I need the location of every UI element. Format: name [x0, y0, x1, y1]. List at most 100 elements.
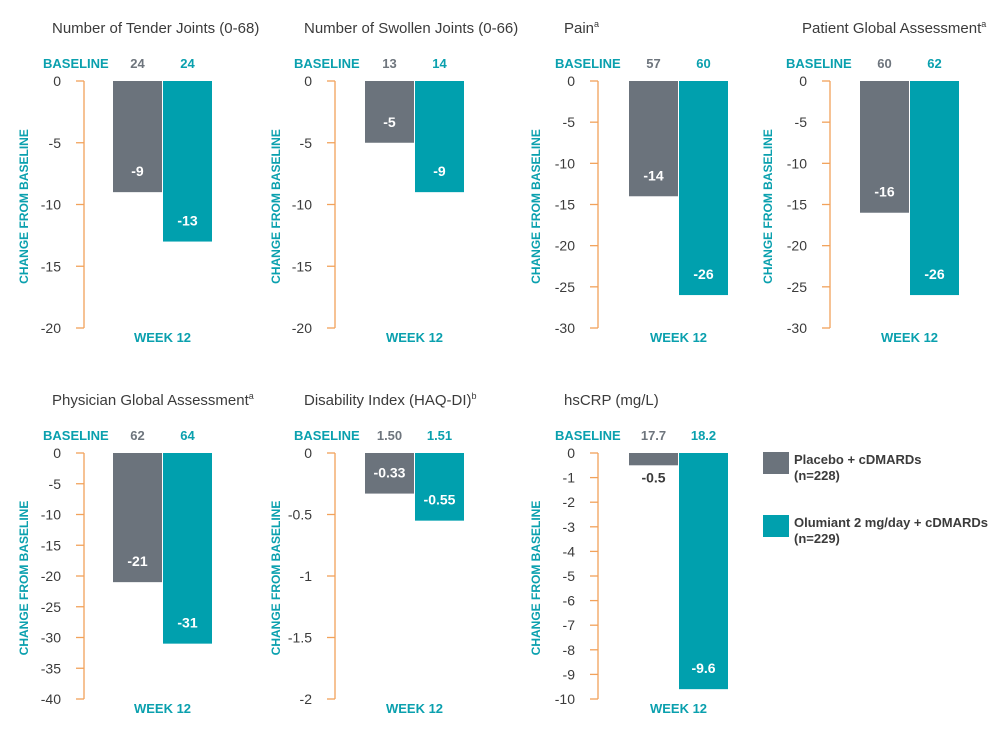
- panel-7-x-label: WEEK 12: [650, 701, 707, 716]
- panel-1-value-label-placebo: -9: [131, 163, 144, 179]
- panel-6-y-axis-title: CHANGE FROM BASELINE: [269, 501, 283, 656]
- panel-5-tick-label-6: -30: [41, 630, 61, 646]
- panel-1-baseline-olumiant: 24: [180, 56, 195, 71]
- panel-3-bar-olumiant: [679, 81, 728, 296]
- panel-7-tick-label-9: -9: [563, 666, 576, 682]
- panel-7-tick-label-3: -3: [563, 519, 576, 535]
- panel-6-baseline-placebo: 1.50: [377, 428, 402, 443]
- panel-4-baseline-placebo: 60: [877, 56, 891, 71]
- panel-2-bar-placebo: [365, 81, 414, 143]
- panel-4-x-label: WEEK 12: [881, 330, 938, 345]
- panel-5-y-axis-title: CHANGE FROM BASELINE: [17, 501, 31, 656]
- panel-6-tick-label-1: -0.5: [288, 507, 312, 523]
- panel-5-tick-label-0: 0: [53, 445, 61, 461]
- panel-3-tick-label-1: -5: [563, 114, 576, 130]
- panel-1-bar-olumiant: [163, 81, 212, 242]
- legend-swatch-placebo: [763, 452, 789, 474]
- panel-1-value-label-olumiant: -13: [177, 213, 197, 229]
- legend-sub-placebo: (n=228): [794, 468, 840, 483]
- panel-7-bar-olumiant: [679, 453, 728, 690]
- panel-1-baseline-label: BASELINE: [43, 56, 109, 71]
- panel-5-value-label-olumiant: -31: [177, 615, 197, 631]
- panel-7-y-axis-title: CHANGE FROM BASELINE: [529, 501, 543, 656]
- panel-6-baseline-label: BASELINE: [294, 428, 360, 443]
- panel-6-value-label-olumiant: -0.55: [424, 492, 456, 508]
- panel-1-title: Number of Tender Joints (0-68): [52, 20, 259, 37]
- panel-3-tick-label-6: -30: [555, 320, 575, 336]
- panel-4-bar-olumiant: [910, 81, 959, 296]
- panel-7-value-label-olumiant: -9.6: [691, 660, 715, 676]
- panel-7-tick-label-0: 0: [567, 445, 575, 461]
- panel-5-tick-label-8: -40: [41, 691, 61, 707]
- panel-3-baseline-placebo: 57: [646, 56, 660, 71]
- panel-7-tick-label-2: -2: [563, 494, 576, 510]
- panel-4-title-sup: a: [981, 19, 986, 29]
- panel-2-tick-label-3: -15: [292, 258, 312, 274]
- panel-4-tick-label-4: -20: [787, 238, 807, 254]
- legend-swatch-olumiant: [763, 515, 789, 537]
- panel-3-tick-label-2: -10: [555, 155, 575, 171]
- panel-5-tick-label-5: -25: [41, 599, 61, 615]
- panel-4-tick-label-0: 0: [799, 73, 807, 89]
- panel-5-bar-olumiant: [163, 453, 212, 644]
- panel-3-bar-placebo: [629, 81, 678, 197]
- panel-5-bar-placebo: [113, 453, 162, 583]
- panel-6-baseline-olumiant: 1.51: [427, 428, 452, 443]
- panel-6-bar-olumiant: [415, 453, 464, 521]
- panel-4-value-label-olumiant: -26: [924, 266, 944, 282]
- panel-3-tick-label-3: -15: [555, 197, 575, 213]
- panel-7-baseline-olumiant: 18.2: [691, 428, 716, 443]
- panel-7-tick-label-10: -10: [555, 691, 575, 707]
- legend-label-placebo: Placebo + cDMARDs: [794, 452, 922, 467]
- panel-5-tick-label-3: -15: [41, 537, 61, 553]
- panel-3-baseline-label: BASELINE: [555, 56, 621, 71]
- panel-7-baseline-placebo: 17.7: [641, 428, 666, 443]
- panel-2-baseline-olumiant: 14: [432, 56, 447, 71]
- panel-5-title: Physician Global Assessmenta: [52, 391, 254, 409]
- panel-1-baseline-placebo: 24: [130, 56, 145, 71]
- panel-2-baseline-placebo: 13: [382, 56, 396, 71]
- panel-5-baseline-placebo: 62: [130, 428, 144, 443]
- panel-5-tick-label-1: -5: [49, 476, 62, 492]
- panel-3-baseline-olumiant: 60: [696, 56, 710, 71]
- panel-6-tick-label-2: -1: [300, 568, 313, 584]
- panel-2-value-label-placebo: -5: [383, 114, 396, 130]
- panel-5-tick-label-2: -10: [41, 507, 61, 523]
- panel-4-bar-placebo: [860, 81, 909, 213]
- panel-4-baseline-olumiant: 62: [927, 56, 941, 71]
- panel-6-value-label-placebo: -0.33: [374, 465, 406, 481]
- panel-1-tick-label-4: -20: [41, 320, 61, 336]
- panel-1-tick-label-1: -5: [49, 135, 62, 151]
- panel-6-tick-label-0: 0: [304, 445, 312, 461]
- panel-3-y-axis-title: CHANGE FROM BASELINE: [529, 129, 543, 284]
- panel-6-x-label: WEEK 12: [386, 701, 443, 716]
- panel-5-baseline-label: BASELINE: [43, 428, 109, 443]
- panel-7-tick-label-4: -4: [563, 543, 576, 559]
- panel-2-bar-olumiant: [415, 81, 464, 193]
- legend-text-placebo: Placebo + cDMARDs (n=228): [794, 452, 922, 484]
- panel-5-title-sup: a: [249, 391, 254, 401]
- panel-4-title: Patient Global Assessmenta: [802, 19, 986, 37]
- panel-1-bar-placebo: [113, 81, 162, 193]
- panel-4-y-axis-title: CHANGE FROM BASELINE: [761, 129, 775, 284]
- panel-2-baseline-label: BASELINE: [294, 56, 360, 71]
- panel-2-value-label-olumiant: -9: [433, 163, 446, 179]
- panel-5-baseline-olumiant: 64: [180, 428, 195, 443]
- panel-7-baseline-label: BASELINE: [555, 428, 621, 443]
- panel-2-tick-label-4: -20: [292, 320, 312, 336]
- panel-2-y-axis-title: CHANGE FROM BASELINE: [269, 129, 283, 284]
- legend-label-olumiant: Olumiant 2 mg/day + cDMARDs: [794, 515, 988, 530]
- panel-6-title: Disability Index (HAQ-DI)b: [304, 391, 477, 409]
- panel-4-tick-label-6: -30: [787, 320, 807, 336]
- panel-4-value-label-placebo: -16: [874, 184, 894, 200]
- panel-7-tick-label-8: -8: [563, 642, 576, 658]
- panel-4-tick-label-3: -15: [787, 197, 807, 213]
- panel-3-value-label-olumiant: -26: [693, 266, 713, 282]
- panel-3-tick-label-5: -25: [555, 279, 575, 295]
- panel-1-tick-label-0: 0: [53, 73, 61, 89]
- panel-7-tick-label-7: -7: [563, 617, 576, 633]
- panel-3-x-label: WEEK 12: [650, 330, 707, 345]
- panel-4-tick-label-5: -25: [787, 279, 807, 295]
- panel-5-x-label: WEEK 12: [134, 701, 191, 716]
